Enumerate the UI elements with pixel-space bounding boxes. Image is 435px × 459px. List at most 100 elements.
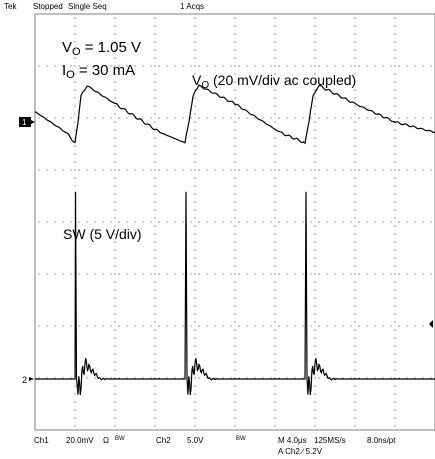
grid-dot	[354, 273, 356, 275]
grid-dot	[234, 161, 236, 163]
grid-dot	[234, 297, 236, 299]
grid-dot	[194, 81, 196, 83]
grid-dot	[114, 33, 116, 35]
grid-dot	[430, 221, 432, 223]
grid-dot	[114, 73, 116, 75]
grid-dot	[74, 153, 76, 155]
grid-dot	[354, 129, 356, 131]
grid-dot	[114, 297, 116, 299]
grid-dot	[166, 65, 168, 67]
grid-dot	[366, 377, 368, 379]
grid-dot	[114, 137, 116, 139]
grid-dot	[422, 377, 424, 379]
grid-dot	[194, 337, 196, 339]
grid-dot	[394, 105, 396, 107]
grid-dot	[278, 117, 280, 119]
grid-dot	[278, 325, 280, 327]
grid-dot	[366, 65, 368, 67]
grid-dot	[394, 361, 396, 363]
grid-dot	[194, 273, 196, 275]
grid-dot	[234, 33, 236, 35]
grid-dot	[358, 221, 360, 223]
grid-dot	[366, 117, 368, 119]
grid-dot	[354, 377, 356, 379]
grid-dot	[398, 169, 400, 171]
grid-dot	[318, 273, 320, 275]
grid-dot	[394, 89, 396, 91]
grid-dot	[214, 221, 216, 223]
grid-dot	[374, 273, 376, 275]
grid-dot	[270, 221, 272, 223]
grid-dot	[94, 325, 96, 327]
grid-dot	[390, 221, 392, 223]
grid-dot	[314, 289, 316, 291]
grid-dot	[62, 221, 64, 223]
grid-dot	[382, 169, 384, 171]
grid-dot	[114, 273, 116, 275]
grid-dot	[274, 217, 276, 219]
grid-dot	[194, 25, 196, 27]
grid-dot	[114, 361, 116, 363]
grid-dot	[318, 221, 320, 223]
grid-dot	[354, 137, 356, 139]
grid-dot	[234, 249, 236, 251]
grid-dot	[314, 105, 316, 107]
grid-dot	[314, 33, 316, 35]
grid-dot	[234, 409, 236, 411]
grid-dot	[274, 209, 276, 211]
grid-dot	[134, 221, 136, 223]
grid-dot	[154, 337, 156, 339]
grid-dot	[278, 377, 280, 379]
grid-dot	[398, 117, 400, 119]
grid-dot	[314, 265, 316, 267]
grid-dot	[414, 117, 416, 119]
grid-dot	[294, 169, 296, 171]
grid-dot	[394, 289, 396, 291]
grid-dot	[274, 81, 276, 83]
grid-dot	[382, 273, 384, 275]
grid-dot	[114, 393, 116, 395]
grid-dot	[114, 249, 116, 251]
grid-dot	[274, 393, 276, 395]
grid-dot	[334, 221, 336, 223]
grid-dot	[194, 377, 196, 379]
grid-dot	[254, 117, 256, 119]
grid-dot	[190, 169, 192, 171]
grid-dot	[70, 221, 72, 223]
grid-dot	[274, 33, 276, 35]
grid-dot	[86, 117, 88, 119]
grid-dot	[74, 113, 76, 115]
grid-dot	[74, 105, 76, 107]
grid-dot	[154, 129, 156, 131]
grid-dot	[194, 193, 196, 195]
grid-dot	[390, 117, 392, 119]
grid-dot	[126, 221, 128, 223]
grid-dot	[234, 193, 236, 195]
grid-dot	[234, 153, 236, 155]
grid-dot	[194, 105, 196, 107]
grid-dot	[430, 273, 432, 275]
grid-dot	[54, 221, 56, 223]
grid-dot	[350, 65, 352, 67]
grid-dot	[314, 225, 316, 227]
grid-dot	[354, 409, 356, 411]
grid-dot	[366, 325, 368, 327]
grid-dot	[114, 241, 116, 243]
grid-dot	[110, 325, 112, 327]
grid-dot	[54, 65, 56, 67]
acquisition-mode: Single Seq	[68, 2, 107, 11]
grid-dot	[354, 225, 356, 227]
grid-dot	[326, 325, 328, 327]
grid-dot	[86, 65, 88, 67]
grid-dot	[422, 117, 424, 119]
grid-dot	[354, 353, 356, 355]
grid-dot	[314, 241, 316, 243]
grid-dot	[354, 281, 356, 283]
grid-dot	[194, 121, 196, 123]
grid-dot	[230, 377, 232, 379]
grid-dot	[254, 65, 256, 67]
grid-dot	[190, 273, 192, 275]
grid-dot	[206, 325, 208, 327]
grid-dot	[78, 221, 80, 223]
trigger-readout: A Ch2 ∕ 5.2V	[278, 447, 323, 456]
